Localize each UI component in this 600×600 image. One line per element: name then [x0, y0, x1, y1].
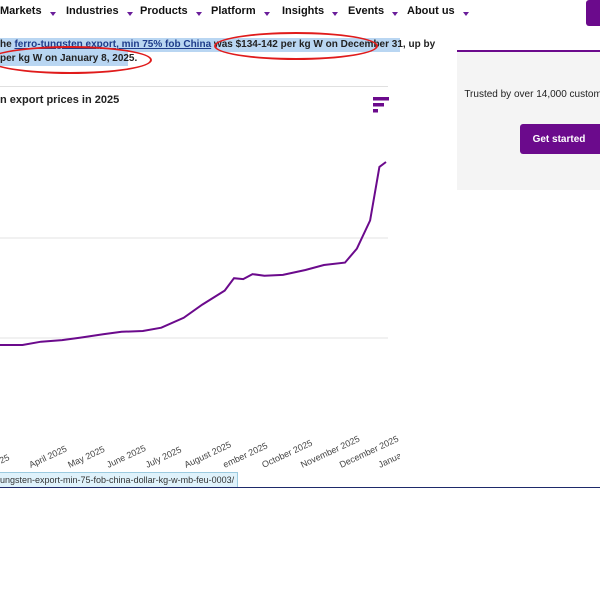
chevron-down-icon [263, 12, 270, 16]
article-text: was [211, 39, 236, 50]
chart-gridlines [0, 237, 388, 339]
nav-item-insights[interactable]: Insights [282, 5, 339, 17]
status-bar-url: ungsten-export-min-75-fob-china-dollar-k… [0, 472, 239, 488]
article-text: up by [405, 39, 436, 50]
x-tick-label: July 2025 [144, 444, 183, 469]
chevron-down-icon [49, 12, 56, 16]
chevron-down-icon [392, 12, 399, 16]
product-link[interactable]: ferro-tungsten export, min 75% fob China [14, 39, 212, 50]
x-tick-label: May 2025 [66, 444, 106, 470]
nav-item-label: Events [348, 5, 385, 17]
x-tick-label: April 2025 [27, 444, 68, 470]
nav-cta-button[interactable] [586, 0, 600, 26]
x-tick-label: 2025 [0, 452, 11, 470]
top-navigation: Markets Industries Products Platform Ins… [0, 0, 600, 26]
nav-item-label: Insights [282, 5, 325, 17]
nav-item-events[interactable]: Events [348, 5, 399, 17]
series-line [0, 161, 387, 346]
nav-item-platform[interactable]: Platform [211, 5, 270, 17]
nav-item-industries[interactable]: Industries [66, 5, 133, 17]
chevron-down-icon [195, 12, 202, 16]
nav-item-label: Products [140, 5, 188, 17]
article-text-line-1: he ferro-tungsten export, min 75% fob Ch… [0, 38, 435, 52]
bottom-divider [0, 487, 600, 488]
get-started-button[interactable]: Get started [520, 124, 600, 154]
price-text: $134-142 per kg W on December 31, [235, 39, 406, 50]
chart-title: n export prices in 2025 [0, 94, 120, 106]
chevron-down-icon [126, 12, 133, 16]
article-text: he [0, 39, 15, 50]
nav-item-label: About us [407, 5, 455, 17]
nav-item-about-us[interactable]: About us [407, 5, 469, 17]
nav-item-label: Platform [211, 5, 256, 17]
article-text-line-2: per kg W on January 8, 2025. [0, 52, 137, 66]
article-text: per kg W on January 8, 2025. [0, 53, 138, 64]
signup-card [457, 50, 600, 190]
chevron-down-icon [332, 12, 339, 16]
nav-item-markets[interactable]: Markets [0, 5, 56, 17]
nav-item-products[interactable]: Products [140, 5, 202, 17]
trusted-by-text: Trusted by over 14,000 customers [464, 89, 600, 100]
x-tick-label: June 2025 [105, 443, 147, 470]
chevron-down-icon [462, 12, 469, 16]
nav-item-label: Markets [0, 5, 42, 17]
chart-divider [0, 86, 388, 87]
nav-item-label: Industries [66, 5, 119, 17]
menu-icon[interactable] [373, 97, 389, 115]
